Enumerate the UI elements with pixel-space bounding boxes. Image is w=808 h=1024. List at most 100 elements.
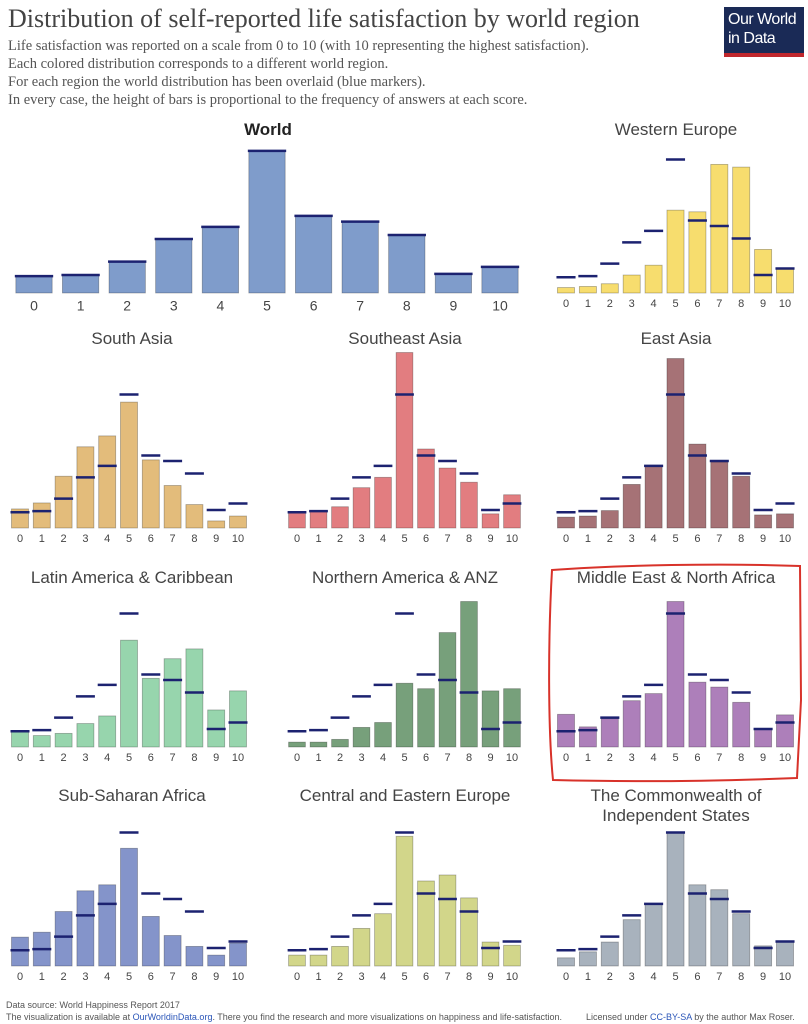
bar bbox=[666, 358, 685, 529]
bar bbox=[295, 215, 333, 294]
bar bbox=[331, 506, 349, 529]
x-tick-label: 0 bbox=[17, 971, 23, 983]
bar bbox=[503, 944, 521, 967]
x-tick-label: 9 bbox=[487, 533, 493, 545]
x-tick-label: 8 bbox=[738, 298, 744, 310]
x-tick-label: 7 bbox=[444, 752, 450, 764]
bar bbox=[54, 475, 73, 529]
bar bbox=[352, 487, 371, 529]
x-tick-label: 10 bbox=[232, 533, 244, 545]
x-tick-label: 7 bbox=[716, 533, 722, 545]
x-tick-label: 7 bbox=[356, 298, 364, 314]
bar bbox=[374, 476, 392, 529]
x-tick-label: 8 bbox=[191, 752, 197, 764]
x-tick-label: 4 bbox=[651, 752, 657, 764]
bar bbox=[417, 688, 435, 748]
x-tick-label: 4 bbox=[380, 971, 386, 983]
x-tick-label: 6 bbox=[423, 971, 429, 983]
bar bbox=[98, 435, 117, 529]
bar bbox=[557, 287, 575, 294]
x-tick-label: 6 bbox=[694, 298, 700, 310]
panel-title: South Asia bbox=[91, 329, 173, 348]
x-tick-label: 0 bbox=[30, 298, 38, 314]
panel-title: Latin America & Caribbean bbox=[30, 568, 234, 587]
x-tick-label: 2 bbox=[61, 971, 67, 983]
x-tick-label: 8 bbox=[466, 971, 472, 983]
bar bbox=[732, 166, 751, 294]
x-tick-label: 4 bbox=[217, 298, 225, 314]
bar bbox=[288, 741, 306, 748]
bar bbox=[622, 274, 641, 294]
x-tick-label: 6 bbox=[694, 971, 700, 983]
bar bbox=[710, 461, 729, 529]
bar bbox=[776, 940, 794, 967]
bar bbox=[76, 446, 95, 529]
x-tick-label: 4 bbox=[651, 971, 657, 983]
x-tick-label: 2 bbox=[607, 298, 613, 310]
x-tick-label: 1 bbox=[77, 298, 85, 314]
panel-title: East Asia bbox=[640, 329, 712, 348]
bar bbox=[600, 718, 619, 748]
bar bbox=[32, 502, 51, 529]
bar bbox=[120, 847, 138, 967]
x-tick-label: 8 bbox=[738, 533, 744, 545]
x-tick-label: 1 bbox=[39, 752, 45, 764]
x-tick-label: 5 bbox=[672, 971, 678, 983]
bar bbox=[578, 286, 597, 294]
x-tick-label: 1 bbox=[585, 533, 591, 545]
subtitle: In every case, the height of bars is pro… bbox=[8, 92, 528, 108]
bar bbox=[185, 945, 204, 967]
x-tick-label: 4 bbox=[651, 298, 657, 310]
link[interactable]: OurWorldinData.org bbox=[132, 1012, 213, 1022]
x-tick-label: 2 bbox=[123, 298, 131, 314]
x-tick-label: 3 bbox=[82, 971, 88, 983]
bar bbox=[434, 273, 472, 294]
x-tick-label: 7 bbox=[716, 971, 722, 983]
x-tick-label: 5 bbox=[401, 752, 407, 764]
x-tick-label: 5 bbox=[126, 971, 132, 983]
panel-title: World bbox=[244, 120, 292, 139]
bar bbox=[352, 726, 371, 748]
x-tick-label: 2 bbox=[61, 533, 67, 545]
bar bbox=[417, 448, 435, 529]
bar bbox=[309, 511, 328, 529]
x-tick-label: 3 bbox=[629, 533, 635, 545]
x-tick-label: 1 bbox=[315, 971, 321, 983]
bar bbox=[120, 401, 138, 529]
x-tick-label: 4 bbox=[380, 533, 386, 545]
x-tick-label: 0 bbox=[294, 533, 300, 545]
x-tick-label: 9 bbox=[760, 298, 766, 310]
bar bbox=[352, 927, 371, 967]
bar bbox=[481, 941, 500, 967]
bar bbox=[207, 954, 226, 967]
x-tick-label: 8 bbox=[191, 533, 197, 545]
bar bbox=[644, 904, 663, 967]
x-tick-label: 0 bbox=[17, 533, 23, 545]
bar bbox=[11, 936, 29, 967]
bar bbox=[644, 264, 663, 294]
x-tick-label: 4 bbox=[380, 752, 386, 764]
bar bbox=[62, 274, 100, 294]
x-tick-label: 10 bbox=[779, 533, 791, 545]
x-tick-label: 7 bbox=[170, 533, 176, 545]
bar bbox=[248, 150, 286, 294]
bar bbox=[754, 248, 773, 294]
bar bbox=[578, 951, 597, 967]
x-tick-label: 9 bbox=[487, 971, 493, 983]
bar bbox=[557, 516, 575, 529]
page-title: Distribution of self-reported life satis… bbox=[8, 4, 640, 33]
x-tick-label: 0 bbox=[294, 752, 300, 764]
license-text: by the author Max Roser. bbox=[691, 1012, 795, 1022]
subtitle: Life satisfaction was reported on a scal… bbox=[8, 38, 590, 54]
logo[interactable]: Our World in Data bbox=[724, 7, 804, 57]
x-tick-label: 1 bbox=[315, 752, 321, 764]
x-tick-label: 5 bbox=[126, 752, 132, 764]
x-tick-label: 0 bbox=[563, 971, 569, 983]
bar bbox=[644, 693, 663, 748]
bar bbox=[622, 483, 641, 529]
subtitle: For each region the world distribution h… bbox=[8, 74, 426, 90]
x-tick-label: 9 bbox=[213, 752, 219, 764]
bar bbox=[600, 283, 619, 294]
link[interactable]: CC-BY-SA bbox=[650, 1012, 692, 1022]
x-tick-label: 4 bbox=[104, 971, 110, 983]
